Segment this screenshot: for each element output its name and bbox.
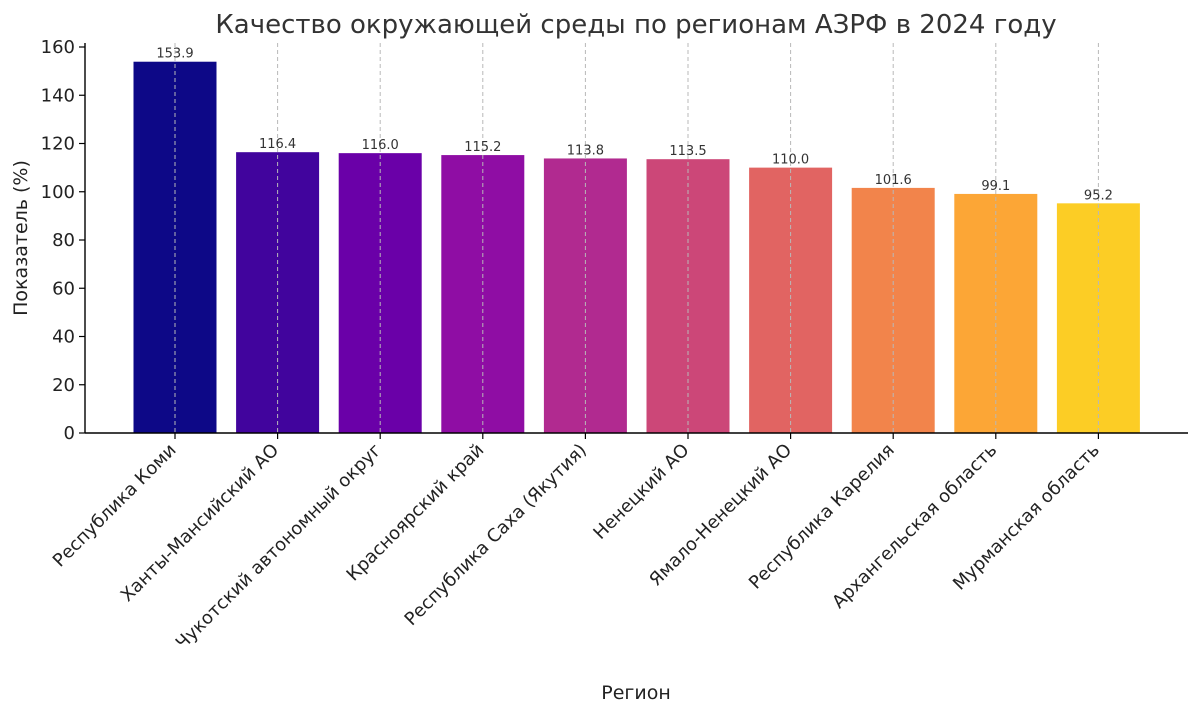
bars-layer (133, 61, 1140, 434)
data-label: 116.0 (362, 138, 399, 153)
y-tick-label: 160 (41, 37, 75, 58)
x-tick-label: Ненецкий АО (589, 440, 693, 544)
data-labels: 153.9 116.4 116.0 115.2 113.8 113.5 110.0 101.6… (156, 47, 1112, 204)
data-label: 115.2 (464, 140, 501, 155)
bar-2 (236, 152, 320, 433)
data-label: 153.9 (156, 47, 193, 62)
bar-9 (954, 193, 1038, 433)
data-label: 113.8 (567, 143, 604, 158)
y-tick-label: 140 (41, 85, 75, 106)
data-label: 99.1 (981, 179, 1010, 194)
bar-3 (338, 153, 422, 433)
data-label: 101.6 (875, 173, 912, 188)
x-tick-label: Республика Саха (Якутия) (401, 440, 591, 630)
y-tick-label: 100 (41, 182, 75, 203)
y-tick-label: 40 (52, 327, 75, 348)
y-tick-label: 120 (41, 134, 75, 155)
data-label: 95.2 (1084, 188, 1113, 203)
data-label: 113.5 (669, 144, 706, 159)
y-tick-label: 0 (64, 423, 75, 444)
x-tick-label: Чукотский автономный округ (172, 440, 386, 654)
y-tick-label: 20 (52, 375, 75, 396)
x-axis-title: Регион (601, 682, 671, 704)
y-tick-label: 60 (52, 278, 75, 299)
y-axis-title: Показатель (%) (10, 160, 32, 316)
y-ticks: 0 20 40 60 80 100 120 140 160 (41, 37, 85, 444)
x-tick-label: Архангельская область (828, 440, 1001, 613)
data-label: 116.4 (259, 137, 296, 152)
chart-title: Качество окружающей среды по регионам АЗ… (215, 10, 1056, 40)
data-label: 110.0 (772, 153, 809, 168)
axes-layer (84, 43, 1188, 434)
grid-layer (174, 43, 1099, 433)
y-tick-label: 80 (52, 230, 75, 251)
bar-4 (441, 155, 525, 433)
